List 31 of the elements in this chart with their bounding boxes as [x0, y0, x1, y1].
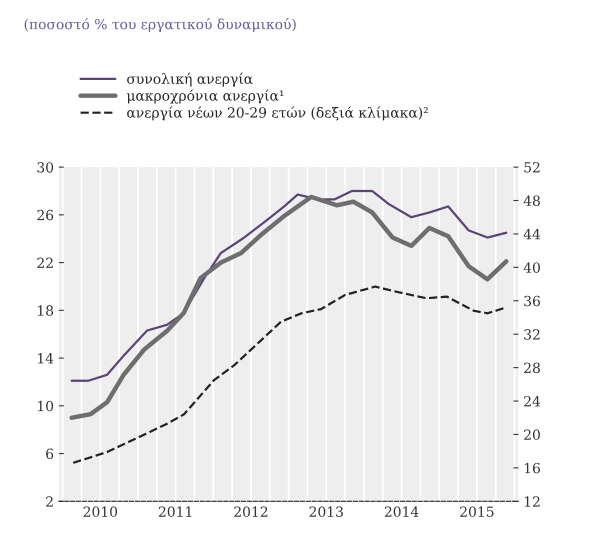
legend-label: συνολική ανεργία — [127, 72, 253, 87]
y2-tick-label: 40 — [524, 262, 540, 273]
legend-label: μακροχρόνια ανεργία¹ — [126, 89, 284, 104]
legend-label: ανεργία νέων 20-29 ετών (δεξιά κλίμακα)² — [127, 106, 428, 120]
y2-tick-label: 16 — [524, 462, 540, 474]
y2-tick-label: 24 — [524, 396, 540, 406]
y2-tick-label: 36 — [524, 296, 540, 306]
y-tick-label: 2 — [46, 496, 53, 507]
x-tick-label: 2010 — [84, 506, 118, 517]
x-tick-label: 2015 — [460, 506, 494, 517]
y-tick-label: 18 — [38, 305, 54, 316]
y-tick-label: 10 — [38, 400, 54, 412]
y2-tick-label: 12 — [524, 496, 540, 507]
y-tick-label: 6 — [46, 448, 54, 460]
chart-title: (ποσοστό % του εργατικού δυναμικού) — [24, 18, 296, 32]
x-tick-label: 2011 — [158, 506, 192, 517]
y-tick-label: 22 — [37, 258, 53, 268]
y-tick-label: 30 — [37, 162, 54, 173]
x-tick-label: 2013 — [310, 506, 343, 517]
y2-tick-label: 20 — [524, 429, 540, 440]
y2-tick-label: 48 — [524, 195, 540, 206]
y2-tick-label: 44 — [524, 228, 540, 240]
y2-tick-label: 28 — [524, 362, 540, 374]
line-series — [69, 194, 508, 420]
line-series — [70, 190, 508, 382]
x-tick-label: 2012 — [234, 506, 268, 517]
x-tick-label: 2014 — [384, 506, 419, 517]
y-tick-label: 26 — [37, 210, 54, 220]
y2-tick-label: 32 — [524, 329, 540, 340]
y2-tick-label: 52 — [524, 162, 540, 173]
y-tick-label: 14 — [38, 353, 54, 364]
